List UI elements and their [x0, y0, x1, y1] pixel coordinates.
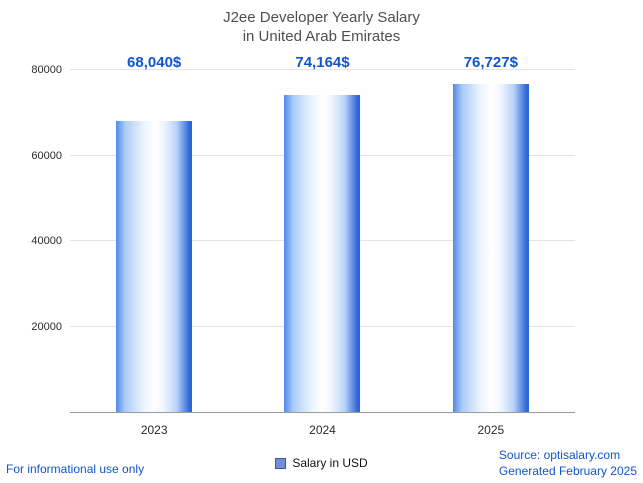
legend: Salary in USD	[0, 456, 643, 470]
value-label-2024: 74,164$	[295, 54, 350, 71]
value-label-2023: 68,040$	[127, 54, 182, 71]
y-tick-label: 60000	[31, 149, 62, 162]
bar-column-2025: 76,727$ 2025	[407, 54, 575, 437]
source-block: Source: optisalary.com Generated Februar…	[499, 447, 637, 479]
legend-swatch	[275, 457, 287, 469]
bar-2024	[284, 94, 361, 412]
y-tick-label: 40000	[31, 235, 62, 247]
chart-title-line2: in United Arab Emirates	[242, 28, 401, 45]
bar-columns: 68,040$ 2023 74,164$ 2024 76,727$ 2025	[70, 54, 575, 437]
gridline	[70, 69, 575, 70]
chart-title-line1: J2ee Developer Yearly Salary	[223, 9, 420, 26]
disclaimer-text: For informational use only	[6, 462, 145, 476]
chart-title: J2ee Developer Yearly Salary in United A…	[0, 8, 643, 46]
value-label-2025: 76,727$	[463, 54, 518, 71]
bar-column-2023: 68,040$ 2023	[70, 54, 238, 437]
generated-text: Generated February 2025	[498, 464, 637, 478]
x-tick-label-2023: 2023	[140, 423, 168, 437]
bar-column-2024: 74,164$ 2024	[238, 54, 406, 437]
y-tick-label: 20000	[31, 320, 62, 333]
x-tick-label-2024: 2024	[309, 423, 336, 437]
x-tick-label-2025: 2025	[477, 423, 505, 437]
legend-label: Salary in USD	[292, 456, 368, 470]
bar-2025	[452, 84, 529, 412]
bar-2023	[116, 121, 193, 412]
source-link[interactable]: Source: optisalary.com	[498, 448, 621, 462]
y-tick-label: 80000	[31, 64, 62, 76]
plot-area: 20000 40000 60000 80000 68,040$ 2023 74,164$ 20…	[31, 54, 575, 437]
